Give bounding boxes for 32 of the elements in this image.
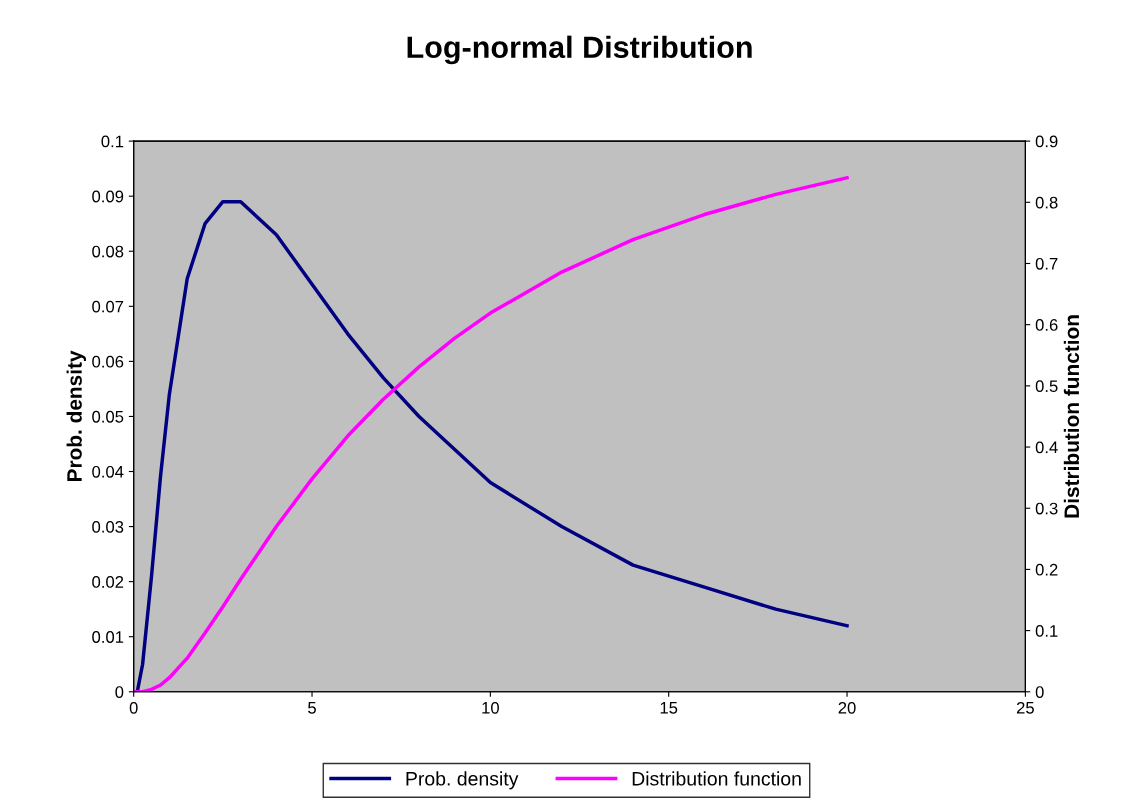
y2-tick-label: 0.7 [1035, 257, 1058, 270]
y2-tick-label: 0.3 [1035, 502, 1058, 515]
x-tick-label: 20 [838, 701, 856, 714]
y-tick-label: 0.04 [92, 465, 124, 478]
y2-tick-label: 0.2 [1035, 563, 1058, 576]
x-tick-label: 15 [660, 702, 678, 714]
y-tick-label: 0.03 [92, 520, 124, 533]
x-tick-label: 25 [1016, 701, 1034, 714]
y2-tick-label: 0.8 [1035, 196, 1058, 209]
y-tick-label: 0.01 [92, 631, 124, 643]
chart-title: Log-normal Distribution [407, 35, 752, 65]
y2-tick-label: 0.1 [1035, 625, 1058, 637]
y-axis-title: Prob. density [66, 350, 86, 482]
y-tick-label: 0.02 [92, 576, 124, 588]
y-tick-label: 0.06 [92, 355, 124, 368]
y-tick-label: 0.08 [92, 245, 124, 258]
y-tick-label: 0.07 [92, 300, 124, 313]
y2-axis-title: Distribution function [1063, 315, 1080, 518]
y-tick-label: 0 [115, 686, 124, 698]
y2-tick-label: 0.6 [1035, 319, 1058, 331]
legend-label: Prob. density [406, 771, 519, 790]
x-tick-label: 0 [129, 701, 138, 714]
y2-tick-label: 0.5 [1035, 380, 1058, 393]
legend-label: Distribution function [632, 771, 801, 786]
y-tick-label: 0.05 [92, 410, 124, 423]
x-tick-label: 10 [482, 701, 499, 714]
y2-tick-label: 0.4 [1035, 441, 1058, 454]
y-tick-label: 0.09 [92, 190, 124, 203]
y-tick-label: 0.1 [101, 135, 124, 148]
y2-tick-label: 0 [1035, 686, 1044, 698]
x-tick-label: 5 [308, 702, 316, 714]
y2-tick-label: 0.9 [1035, 135, 1058, 148]
